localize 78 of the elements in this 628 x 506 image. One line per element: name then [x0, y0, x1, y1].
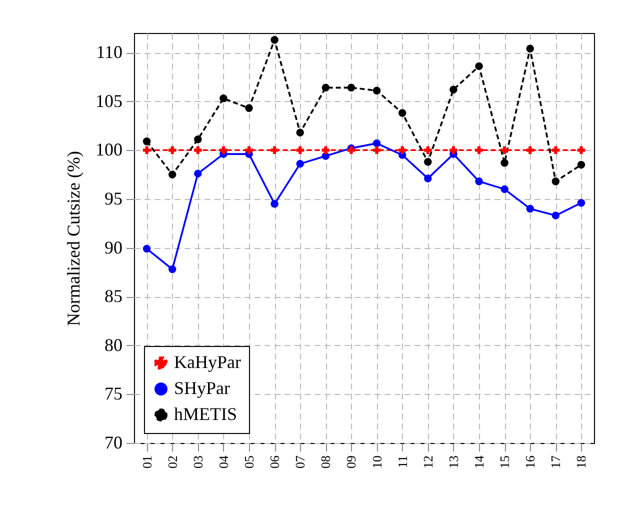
point [372, 139, 381, 148]
point [322, 146, 330, 154]
point [526, 44, 534, 52]
point [270, 36, 278, 44]
point [142, 137, 151, 146]
point [552, 178, 560, 186]
point [168, 146, 176, 154]
point [577, 146, 586, 154]
point [500, 146, 508, 154]
point [220, 146, 228, 154]
point [220, 94, 228, 102]
point [194, 170, 202, 178]
point [142, 244, 151, 253]
point [450, 146, 458, 154]
point [577, 160, 586, 169]
x-tick-label: 09 [344, 456, 359, 468]
point [500, 185, 508, 194]
point [552, 146, 560, 154]
y-tick-label: 90 [104, 237, 122, 258]
legend-label: KaHyPar [174, 352, 241, 372]
y-tick-label: 110 [96, 42, 122, 62]
x-tick-label: 17 [548, 455, 564, 468]
point [577, 198, 586, 207]
point [372, 146, 381, 154]
point [372, 86, 381, 94]
point [194, 136, 202, 144]
x-tick-label: 06 [267, 455, 282, 468]
y-tick-label: 95 [104, 188, 122, 208]
point [424, 146, 432, 154]
x-tick-label: 13 [446, 456, 461, 468]
legend-label: hMETIS [174, 404, 237, 424]
point [142, 146, 151, 154]
x-tick-label: 12 [420, 456, 436, 468]
x-tick-label: 16 [522, 455, 538, 468]
y-tick-label: 75 [104, 384, 122, 404]
point [398, 146, 406, 154]
point [526, 204, 534, 213]
point [296, 128, 304, 136]
point [168, 265, 176, 274]
point [424, 158, 432, 166]
point [398, 109, 406, 117]
x-tick-label: 11 [394, 456, 410, 468]
point [245, 104, 253, 112]
y-tick-label: 70 [104, 432, 122, 452]
x-tick-label: 02 [164, 456, 180, 468]
y-tick-label: 100 [96, 140, 122, 160]
point [270, 146, 278, 154]
x-tick-label: 14 [472, 455, 486, 468]
x-tick-label: 07 [292, 455, 308, 468]
x-tick-label: 04 [216, 455, 231, 468]
x-tick-label: 08 [318, 456, 334, 468]
y-tick-label: 80 [104, 334, 122, 355]
point [296, 160, 304, 168]
y-tick-label: 105 [96, 90, 122, 111]
point [526, 146, 534, 154]
point [450, 86, 458, 94]
x-tick-label: 03 [190, 456, 206, 468]
y-axis-title: Normalized Cutsize (%) [64, 151, 84, 326]
x-tick-label: 18 [574, 456, 589, 468]
point [424, 174, 432, 182]
point [194, 146, 202, 154]
point [296, 146, 304, 154]
point [322, 84, 330, 92]
x-tick-label: 10 [369, 456, 384, 468]
point [475, 146, 483, 154]
point [552, 212, 560, 220]
legend-label: SHyPar [174, 378, 230, 398]
x-tick-label: 05 [242, 456, 256, 468]
point [475, 178, 483, 186]
point [168, 170, 176, 178]
point [245, 146, 253, 154]
x-tick-label: 01 [139, 456, 154, 468]
point [475, 62, 483, 70]
x-tick-label: 15 [497, 456, 512, 468]
y-tick-label: 85 [104, 286, 122, 306]
point [500, 158, 508, 167]
point [270, 200, 278, 208]
point [347, 84, 356, 92]
